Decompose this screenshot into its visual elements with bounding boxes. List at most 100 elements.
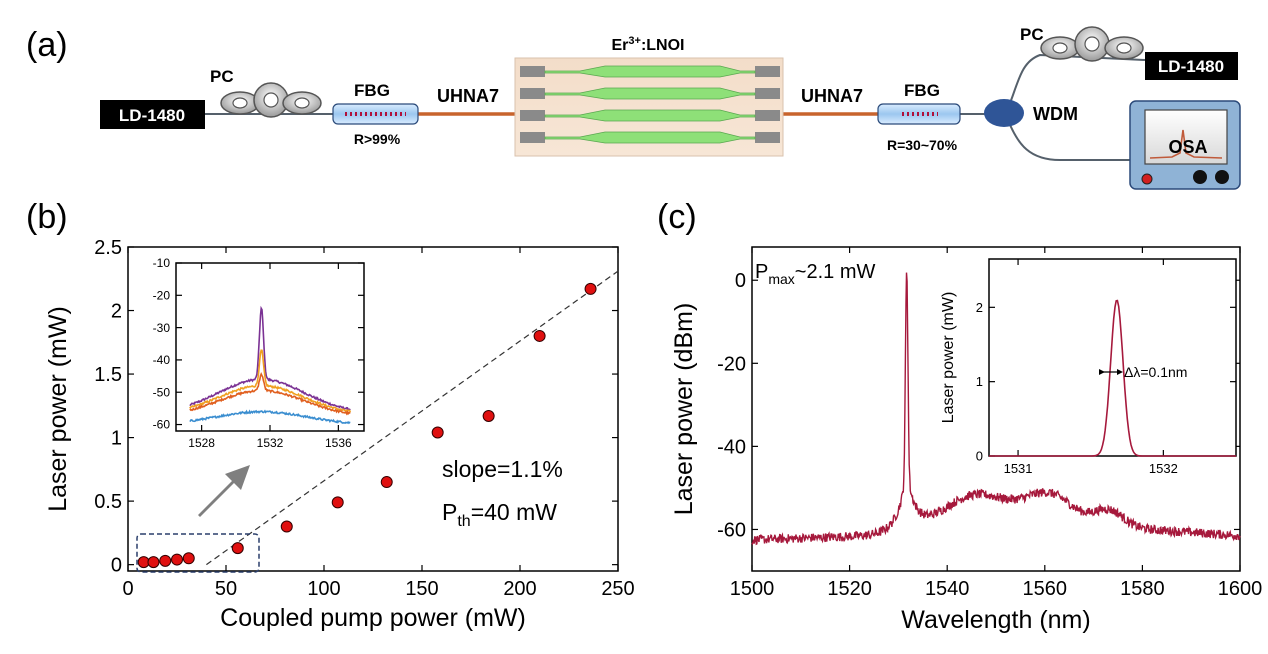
wdm-coupler <box>984 99 1024 127</box>
b-data-point <box>231 542 244 555</box>
c-main-xtick-label: 1540 <box>925 578 970 600</box>
c-inset-ylabel: Laser power (mW) <box>940 292 957 424</box>
b-data-point <box>182 552 195 565</box>
fbg-left <box>332 103 419 125</box>
uhna7-right-label: UHNA7 <box>801 86 863 106</box>
c-pmax-annotation: Pmax~2.1 mW <box>755 261 875 287</box>
osa-instrument <box>1129 100 1241 190</box>
b-inset-ytick-label: -40 <box>153 353 171 367</box>
panel-c: (c) 1500 1520 1540 1560 1580 1600 0 -20 -40 -60 Wa… <box>657 198 1262 634</box>
b-fit-line <box>206 270 619 566</box>
pc-right-coils <box>1040 26 1144 62</box>
b-main-xlabel: Coupled pump power (mW) <box>220 604 526 632</box>
panel-b: (b) 0 50 100 150 200 250 0 0.5 1 1.5 2 2.5 Coupled p… <box>26 198 635 632</box>
b-main-ytick-label: 1 <box>111 428 122 450</box>
b-inset-axes: 1528 1532 1536 -10 -20 -30 -40 -50 -60 <box>153 256 365 450</box>
b-main-ytick-label: 2.5 <box>94 237 122 259</box>
c-main-ylabel: Laser power (dBm) <box>670 303 698 516</box>
c-main-xtick-label: 1500 <box>730 578 775 600</box>
b-inset-xtick-label: 1528 <box>188 436 215 450</box>
b-threshold-region-box <box>136 533 260 573</box>
c-inset-ytick-label: 0 <box>976 449 983 464</box>
fiber-wdm-to-osa <box>1007 119 1140 161</box>
b-inset-ytick-label: -20 <box>153 289 171 303</box>
b-data-point <box>331 496 344 509</box>
ld-left-label: LD-1480 <box>119 106 185 125</box>
b-main-xtick-label: 0 <box>122 578 133 600</box>
b-main-xtick-label: 150 <box>405 578 438 600</box>
b-inset-series-3 <box>189 409 351 425</box>
b-inset-ytick-label: -10 <box>153 256 171 270</box>
b-inset-ytick-label: -60 <box>153 418 171 432</box>
b-inset-series-0 <box>189 305 351 412</box>
b-inset-ytick-label: -30 <box>153 321 171 335</box>
b-data-point <box>584 282 597 295</box>
fbg-right-label: FBG <box>904 81 940 100</box>
c-inset-ytick-label: 1 <box>976 374 983 389</box>
fbg-right <box>877 103 961 125</box>
b-data-point <box>380 476 393 489</box>
chip-label: Er3+:LNOI <box>612 35 685 54</box>
b-inset-series-2 <box>189 371 351 416</box>
b-inset-ytick-label: -50 <box>153 385 171 399</box>
pc-left-coils <box>220 82 322 118</box>
c-inset-peak-line <box>989 299 1236 457</box>
panel-a-label: (a) <box>26 26 68 64</box>
b-main-xtick-label: 100 <box>307 578 340 600</box>
c-main-xlabel: Wavelength (nm) <box>901 606 1090 634</box>
b-inset-xtick-label: 1536 <box>325 436 352 450</box>
wdm-label: WDM <box>1033 104 1078 124</box>
fiber-wdm-to-pc <box>1007 53 1146 109</box>
b-inset-xtick-label: 1532 <box>257 436 284 450</box>
b-data-point <box>431 426 444 439</box>
c-spectrum-line <box>751 272 1241 546</box>
fbg-left-label: FBG <box>354 81 390 100</box>
b-data-point <box>171 553 183 566</box>
c-main-xtick-label: 1600 <box>1218 578 1263 600</box>
c-inset-ytick-label: 2 <box>976 300 983 315</box>
b-main-xtick-label: 250 <box>601 578 634 600</box>
fbg-left-reflectivity: R>99% <box>354 131 401 147</box>
b-data-point <box>280 520 293 533</box>
ld-right-label: LD-1480 <box>1158 57 1224 76</box>
b-main-xtick-label: 200 <box>503 578 536 600</box>
osa-label: OSA <box>1168 137 1207 157</box>
b-data-point <box>159 554 172 567</box>
b-main-ytick-label: 0 <box>111 555 122 577</box>
c-main-ytick-label: -20 <box>717 353 746 375</box>
b-data-point <box>147 556 160 569</box>
b-main-ylabel: Laser power (mW) <box>44 306 72 512</box>
b-threshold-annotation: Pth=40 mW <box>442 499 557 530</box>
b-zoom-arrow <box>198 465 250 517</box>
b-data-point <box>482 409 495 422</box>
c-inset-frame <box>988 258 1237 457</box>
fbg-right-reflectivity: R=30~70% <box>887 137 958 153</box>
c-linewidth-annotation: Δλ=0.1nm <box>1124 364 1187 380</box>
c-main-ytick-label: -60 <box>717 519 746 541</box>
panel-c-label: (c) <box>657 198 697 236</box>
b-main-ytick-label: 1.5 <box>94 364 122 386</box>
uhna7-left-label: UHNA7 <box>437 86 499 106</box>
b-main-xtick-label: 50 <box>215 578 237 600</box>
c-main-xtick-label: 1560 <box>1023 578 1068 600</box>
c-main-ytick-label: 0 <box>735 270 746 292</box>
c-inset-axes: 1531 1532 0 1 2 Laser power (mW) <box>940 258 1237 476</box>
ld-right-box <box>1145 52 1238 80</box>
chip-waveguides <box>520 65 780 144</box>
ld-left-box <box>100 100 205 129</box>
c-inset-xtick-label: 1532 <box>1149 461 1178 476</box>
c-main-ytick-label: -40 <box>717 436 746 458</box>
b-slope-annotation: slope=1.1% <box>442 456 563 482</box>
b-main-ytick-label: 0.5 <box>94 491 122 513</box>
pc-left-label: PC <box>210 67 234 86</box>
er-lnoi-chip <box>514 57 784 157</box>
c-main-xtick-label: 1520 <box>827 578 872 600</box>
b-data-point <box>533 329 546 342</box>
c-inset-xtick-label: 1531 <box>1004 461 1033 476</box>
panel-a-schematic: (a) LD-1480 PC FBG R>99% UHNA7 UHNA7 <box>26 25 1241 190</box>
b-main-ytick-label: 2 <box>111 301 122 323</box>
c-main-xtick-label: 1580 <box>1120 578 1165 600</box>
pc-right-label: PC <box>1020 25 1044 44</box>
panel-b-label: (b) <box>26 198 68 236</box>
